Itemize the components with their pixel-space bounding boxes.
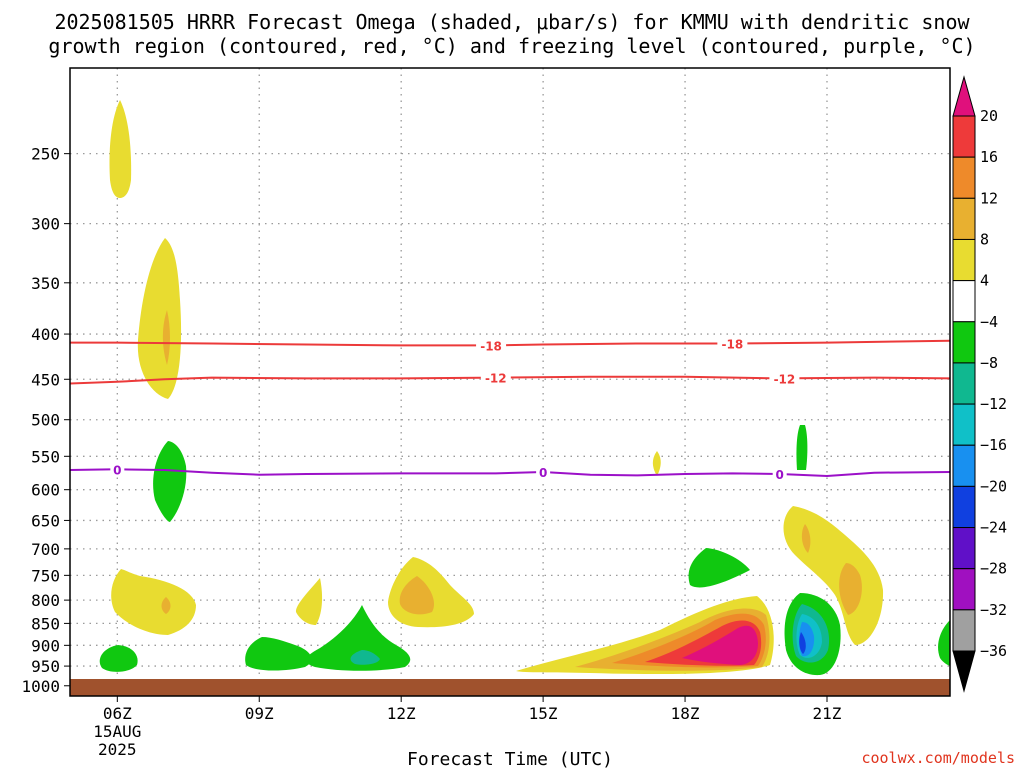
contour-label-bg bbox=[536, 464, 551, 480]
x-tick-year: 2025 bbox=[98, 740, 137, 759]
omega-region bbox=[682, 625, 758, 665]
contour-label-bg bbox=[480, 369, 511, 385]
omega-region bbox=[652, 451, 661, 476]
omega-region bbox=[938, 620, 950, 666]
omega-region bbox=[295, 578, 323, 625]
contour-label: -18 bbox=[480, 339, 502, 353]
colorbar-band bbox=[952, 403, 976, 446]
ground-strip bbox=[70, 679, 950, 696]
colorbar-label: −4 bbox=[980, 313, 998, 331]
omega-region bbox=[796, 425, 808, 470]
y-tick-label: 450 bbox=[31, 370, 60, 389]
x-tick-label: 21Z bbox=[813, 704, 842, 723]
colorbar-band bbox=[952, 280, 976, 323]
colorbar-label: 20 bbox=[980, 107, 998, 125]
omega-region bbox=[839, 563, 862, 615]
colorbar-band bbox=[952, 362, 976, 405]
y-tick-label: 550 bbox=[31, 447, 60, 466]
plot-frame bbox=[69, 67, 951, 697]
colorbar-bottom-arrow bbox=[952, 650, 976, 693]
omega-region bbox=[245, 637, 312, 671]
colorbar-label: 12 bbox=[980, 189, 998, 207]
colorbar-label: 16 bbox=[980, 148, 998, 166]
y-tick-label: 950 bbox=[31, 657, 60, 676]
x-tick-date: 15AUG bbox=[93, 722, 141, 741]
contour-label: -12 bbox=[774, 372, 796, 386]
y-tick-label: 1000 bbox=[21, 677, 60, 696]
y-tick-label: 800 bbox=[31, 591, 60, 610]
contour-label-bg bbox=[476, 337, 507, 353]
colorbar-label: 4 bbox=[980, 272, 989, 290]
omega-region bbox=[162, 310, 170, 365]
omega-region bbox=[350, 650, 380, 665]
colorbar-top-arrow bbox=[952, 75, 976, 117]
colorbar-label: −28 bbox=[980, 560, 1007, 578]
colorbar-band bbox=[952, 321, 976, 364]
contour-label-bg bbox=[769, 370, 800, 386]
colorbar-band bbox=[952, 197, 976, 240]
y-tick-label: 500 bbox=[31, 411, 60, 430]
y-tick-label: 350 bbox=[31, 274, 60, 293]
omega-region bbox=[109, 100, 132, 198]
colorbar-label: −32 bbox=[980, 601, 1007, 619]
omega-region bbox=[153, 441, 187, 522]
omega-shading bbox=[99, 100, 950, 676]
contour-label: 0 bbox=[113, 463, 121, 477]
contour-label: -12 bbox=[485, 372, 507, 386]
omega-region bbox=[799, 632, 806, 654]
omega-region bbox=[161, 597, 171, 614]
colorbar-label: −8 bbox=[980, 354, 998, 372]
colorbar-label: −16 bbox=[980, 436, 1007, 454]
omega-region bbox=[111, 569, 196, 635]
y-tick-label: 300 bbox=[31, 215, 60, 234]
x-tick-label: 12Z bbox=[387, 704, 416, 723]
y-tick-label: 400 bbox=[31, 325, 60, 344]
contour-label: -18 bbox=[722, 338, 744, 352]
contour-label-bg bbox=[717, 335, 748, 351]
colorbar-band bbox=[952, 238, 976, 282]
y-tick-label: 750 bbox=[31, 566, 60, 585]
contour-label-bg bbox=[110, 461, 125, 477]
temperature-contours: -18 -18 -12 -12 0 0 0 bbox=[69, 335, 951, 482]
colorbar-label: −12 bbox=[980, 395, 1007, 413]
colorbar-band bbox=[952, 568, 976, 611]
colorbar-band bbox=[952, 444, 976, 487]
omega-region bbox=[688, 548, 750, 588]
colorbar-band bbox=[952, 527, 976, 570]
x-axis-title: Forecast Time (UTC) bbox=[407, 749, 613, 768]
colorbar-band bbox=[952, 485, 976, 529]
omega-region bbox=[305, 605, 411, 671]
colorbar-label: 8 bbox=[980, 230, 989, 248]
y-tick-label: 850 bbox=[31, 614, 60, 633]
x-tick-label: 15Z bbox=[529, 704, 558, 723]
colorbar-label: −20 bbox=[980, 477, 1007, 495]
contour-label: 0 bbox=[539, 466, 547, 480]
x-tick-label: 09Z bbox=[245, 704, 274, 723]
credit-text: coolwx.com/models bbox=[861, 749, 1015, 767]
x-tick-label: 18Z bbox=[671, 704, 700, 723]
y-tick-label: 700 bbox=[31, 540, 60, 559]
y-tick-label: 900 bbox=[31, 636, 60, 655]
omega-region bbox=[137, 238, 182, 399]
chart-title-line-2: growth region (contoured, red, °C) and f… bbox=[48, 34, 975, 58]
omega-region bbox=[99, 645, 138, 672]
omega-region bbox=[399, 576, 435, 615]
axes: 250 300 350 400 450 500 550 600 650 700 750 800 850 9… bbox=[21, 145, 841, 759]
colorbar-label: −24 bbox=[980, 519, 1007, 537]
colorbar-band bbox=[952, 115, 976, 158]
y-tick-label: 650 bbox=[31, 511, 60, 530]
colorbar: 20 16 12 8 4 −4 −8 −12 −16 −20 −24 −28 −32 −36 bbox=[952, 75, 1007, 693]
chart-title-line-1: 2025081505 HRRR Forecast Omega (shaded, … bbox=[54, 10, 970, 34]
omega-region bbox=[801, 524, 811, 553]
y-tick-label: 250 bbox=[31, 145, 60, 164]
contour-label: 0 bbox=[775, 468, 783, 482]
contour-label-bg bbox=[772, 466, 787, 482]
colorbar-band bbox=[952, 609, 976, 652]
colorbar-label: −36 bbox=[980, 642, 1007, 660]
y-tick-label: 600 bbox=[31, 481, 60, 500]
x-tick-label: 06Z bbox=[103, 704, 132, 723]
colorbar-band bbox=[952, 156, 976, 199]
